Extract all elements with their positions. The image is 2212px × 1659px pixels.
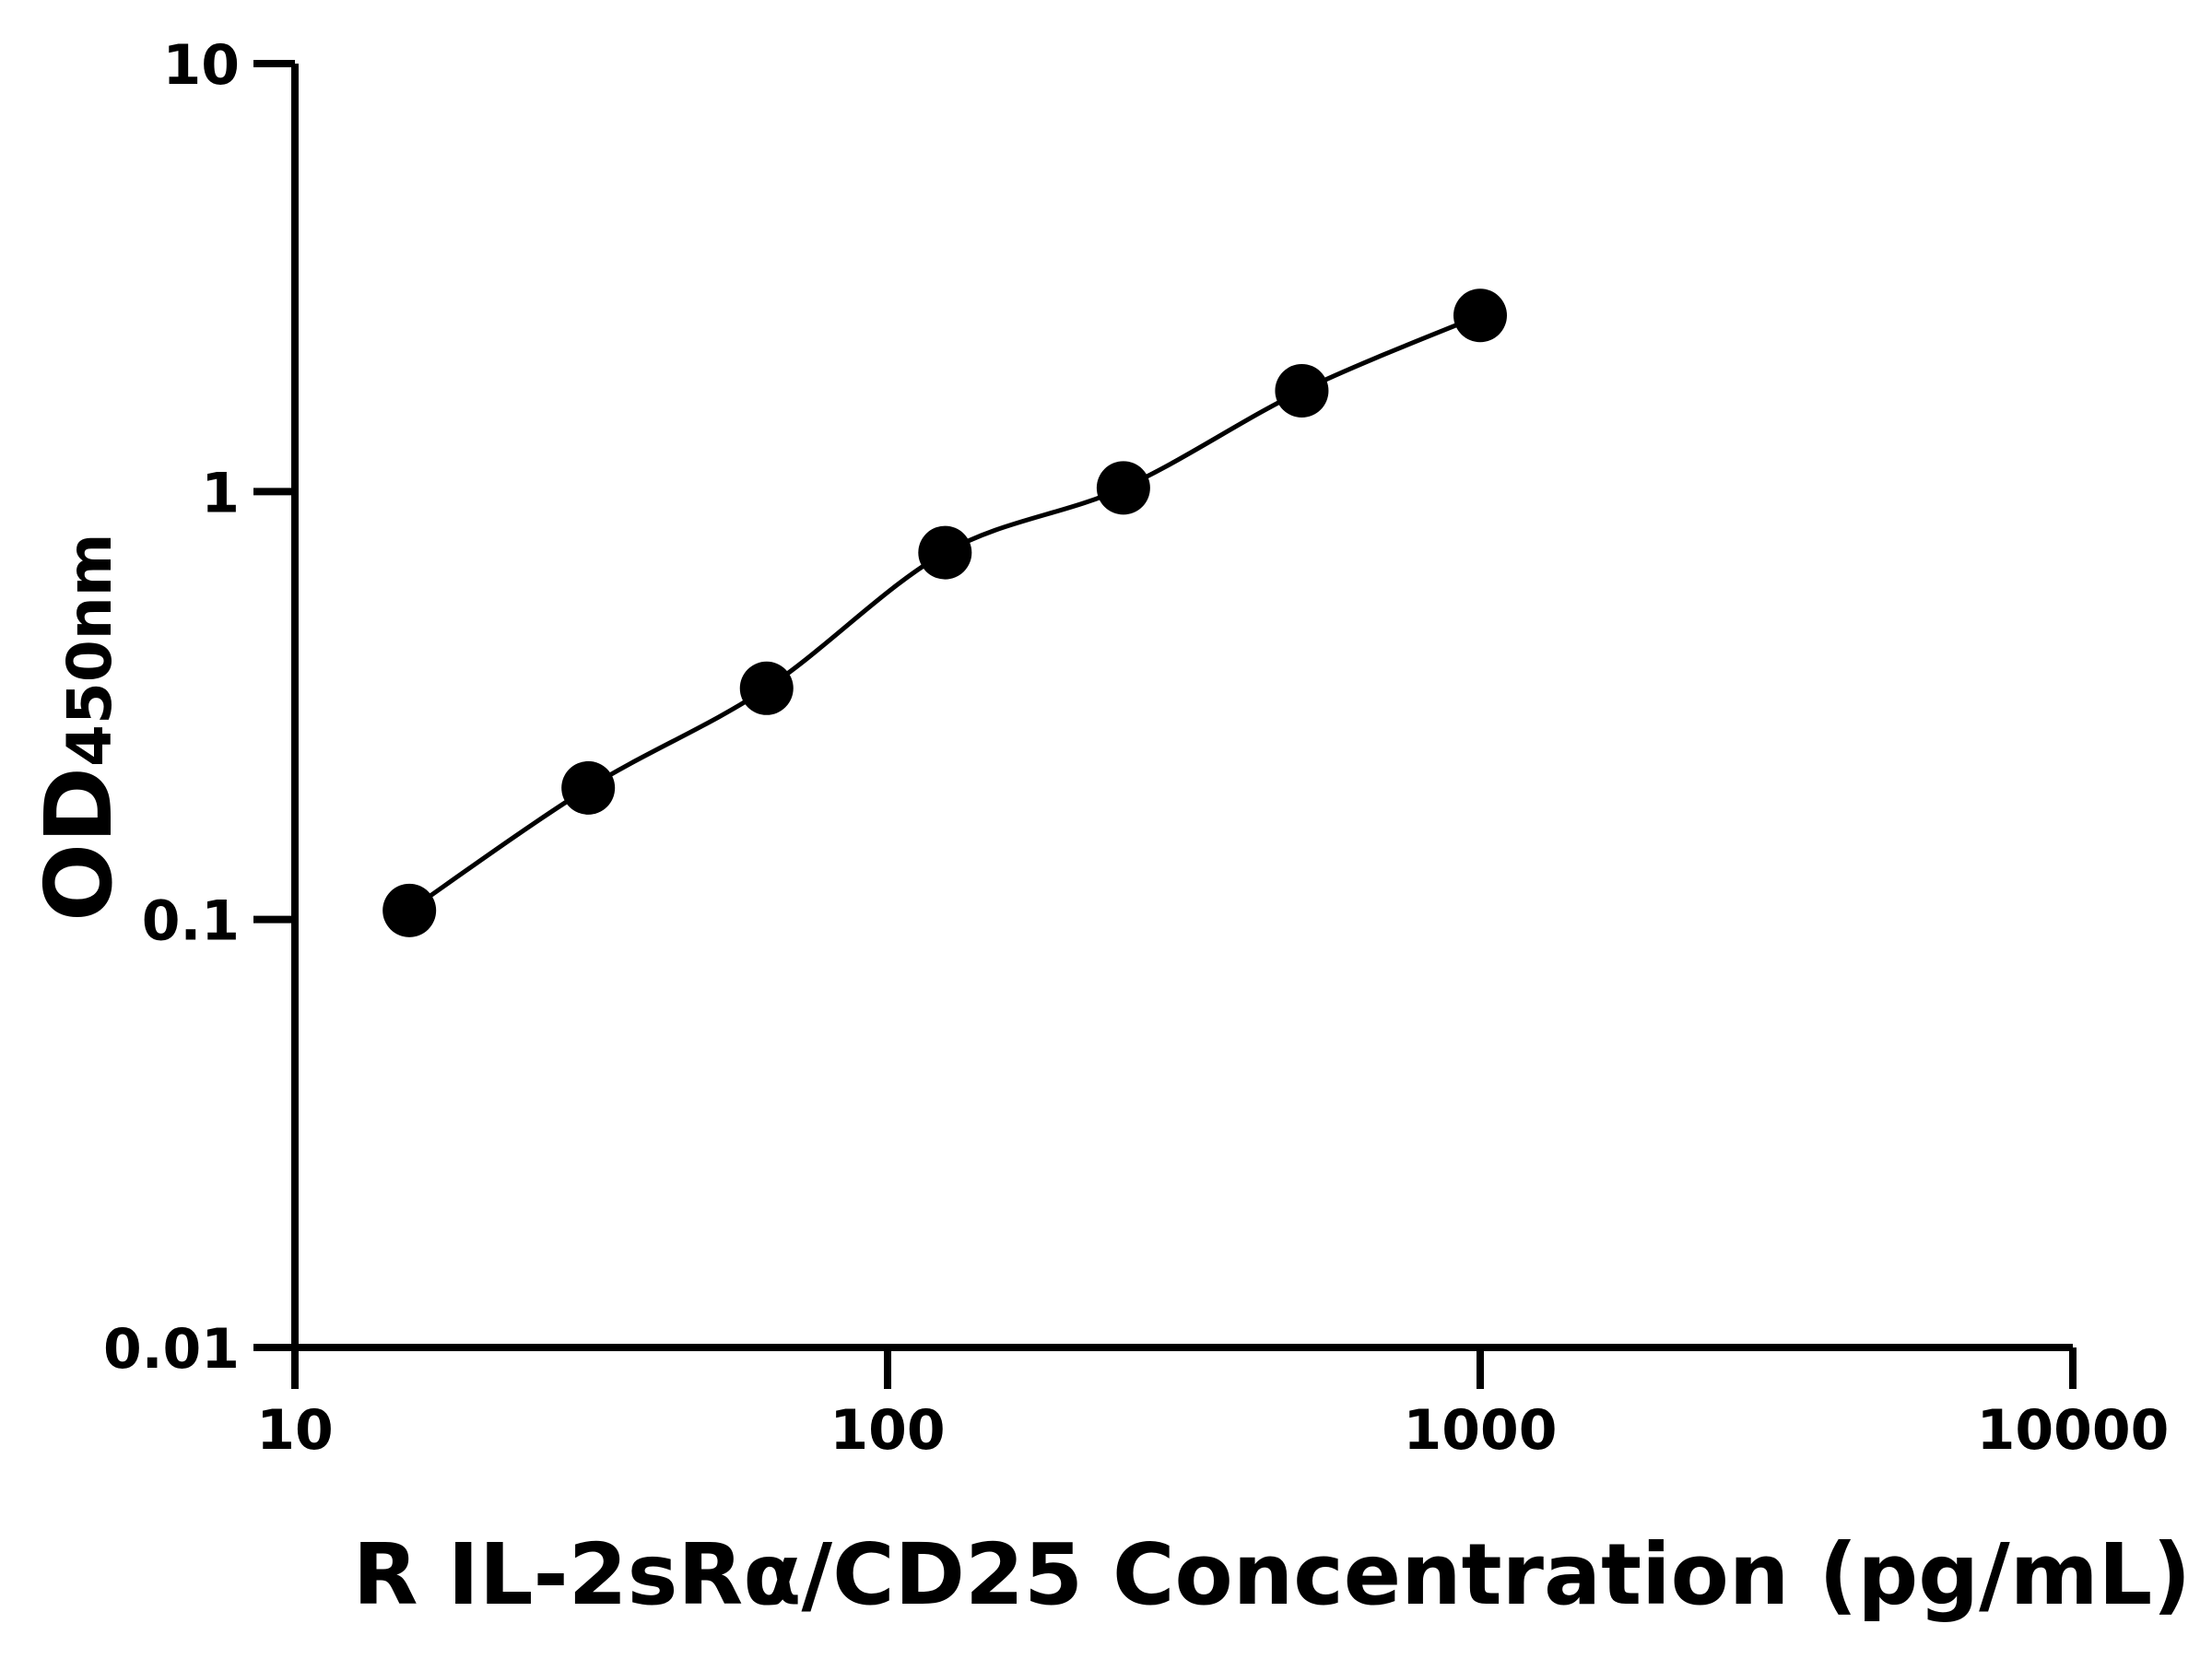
x-axis-label: R IL-2sRα/CD25 Concentration (pg/mL): [353, 1525, 2192, 1624]
data-point: [1453, 288, 1507, 343]
data-point: [1096, 461, 1150, 515]
y-axis-label-group: OD450nm: [25, 533, 133, 922]
x-tick-label: 10: [256, 1398, 334, 1463]
data-point: [561, 760, 616, 815]
y-axis-label: OD450nm: [25, 533, 133, 922]
x-tick-label: 100: [830, 1398, 945, 1463]
y-axis-label-main: OD: [25, 767, 133, 922]
data-point: [1275, 363, 1329, 418]
x-tick-label: 1000: [1404, 1398, 1558, 1463]
x-tick-label: 10000: [1977, 1398, 2170, 1463]
axes: 10 100 1000 10000 0.01 0.1 1 10: [103, 33, 2169, 1463]
data-marks: [382, 288, 1507, 937]
y-tick-label: 0.01: [103, 1317, 240, 1382]
y-tick-label: 0.1: [142, 889, 240, 954]
data-point: [918, 525, 972, 580]
y-tick-label: 10: [163, 33, 241, 98]
y-axis-label-sub: 450nm: [54, 533, 125, 767]
y-tick-label: 1: [201, 461, 240, 525]
data-point: [382, 883, 437, 937]
data-point: [739, 661, 794, 715]
